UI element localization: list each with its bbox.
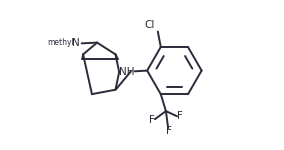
Text: N: N: [72, 38, 80, 48]
Text: F: F: [177, 111, 183, 121]
Text: F: F: [149, 115, 154, 125]
Text: Cl: Cl: [145, 20, 155, 30]
Text: NH: NH: [119, 67, 134, 77]
Text: methyl: methyl: [47, 38, 74, 47]
Text: F: F: [166, 126, 172, 136]
